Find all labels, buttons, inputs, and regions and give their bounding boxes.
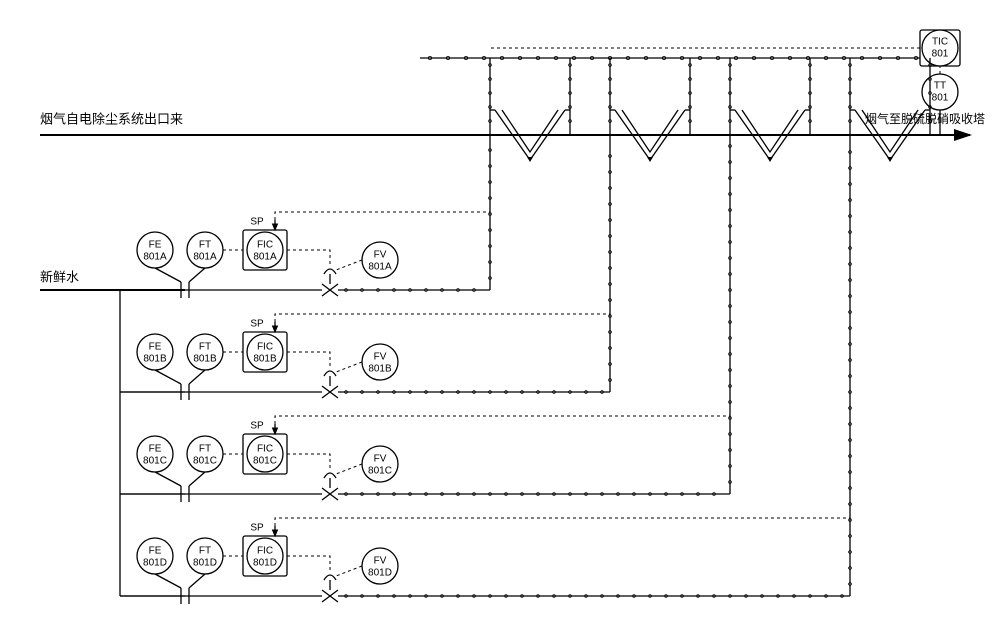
- svg-text:801B: 801B: [143, 354, 167, 365]
- svg-text:FIC: FIC: [257, 342, 273, 353]
- svg-text:FT: FT: [199, 342, 211, 353]
- svg-text:FT: FT: [199, 240, 211, 251]
- svg-text:801D: 801D: [368, 568, 392, 579]
- svg-text:SP: SP: [250, 319, 264, 330]
- svg-text:801B: 801B: [368, 364, 392, 375]
- svg-text:FE: FE: [149, 546, 162, 557]
- svg-text:TT: TT: [934, 81, 946, 92]
- svg-text:801B: 801B: [253, 354, 277, 365]
- flue-gas-out-label: 烟气至脱硫脱硝吸收塔: [865, 111, 985, 126]
- svg-text:801B: 801B: [193, 354, 217, 365]
- svg-text:801: 801: [932, 93, 949, 104]
- svg-text:FE: FE: [149, 240, 162, 251]
- svg-text:801D: 801D: [193, 558, 217, 569]
- tic-instrument: TIC 801: [920, 30, 960, 66]
- svg-text:801D: 801D: [253, 558, 277, 569]
- svg-text:801C: 801C: [193, 456, 217, 467]
- svg-text:801D: 801D: [143, 558, 167, 569]
- svg-text:FE: FE: [149, 444, 162, 455]
- svg-text:FV: FV: [374, 352, 387, 363]
- svg-text:FE: FE: [149, 342, 162, 353]
- svg-text:801C: 801C: [253, 456, 277, 467]
- svg-text:SP: SP: [250, 421, 264, 432]
- svg-text:FIC: FIC: [257, 546, 273, 557]
- svg-text:FT: FT: [199, 546, 211, 557]
- svg-text:801: 801: [932, 49, 949, 60]
- svg-text:FV: FV: [374, 454, 387, 465]
- svg-text:SP: SP: [250, 523, 264, 534]
- spray-header: [420, 56, 940, 59]
- freshwater-label: 新鲜水: [40, 269, 79, 284]
- svg-text:801A: 801A: [253, 252, 277, 263]
- svg-text:SP: SP: [250, 217, 264, 228]
- tt-instrument: TT 801: [922, 74, 958, 110]
- flue-gas-in-label: 烟气自电除尘系统出口来: [40, 111, 183, 126]
- svg-text:TIC: TIC: [932, 37, 948, 48]
- svg-text:FIC: FIC: [257, 240, 273, 251]
- svg-text:FT: FT: [199, 444, 211, 455]
- svg-text:801A: 801A: [143, 252, 167, 263]
- svg-text:FIC: FIC: [257, 444, 273, 455]
- pid-diagram: 烟气自电除尘系统出口来 烟气至脱硫脱硝吸收塔 TIC 801 TT 801 新鲜…: [10, 10, 990, 630]
- svg-text:801C: 801C: [368, 466, 392, 477]
- svg-text:801C: 801C: [143, 456, 167, 467]
- svg-text:FV: FV: [374, 556, 387, 567]
- svg-text:801A: 801A: [193, 252, 217, 263]
- svg-text:801A: 801A: [368, 262, 392, 273]
- svg-text:FV: FV: [374, 250, 387, 261]
